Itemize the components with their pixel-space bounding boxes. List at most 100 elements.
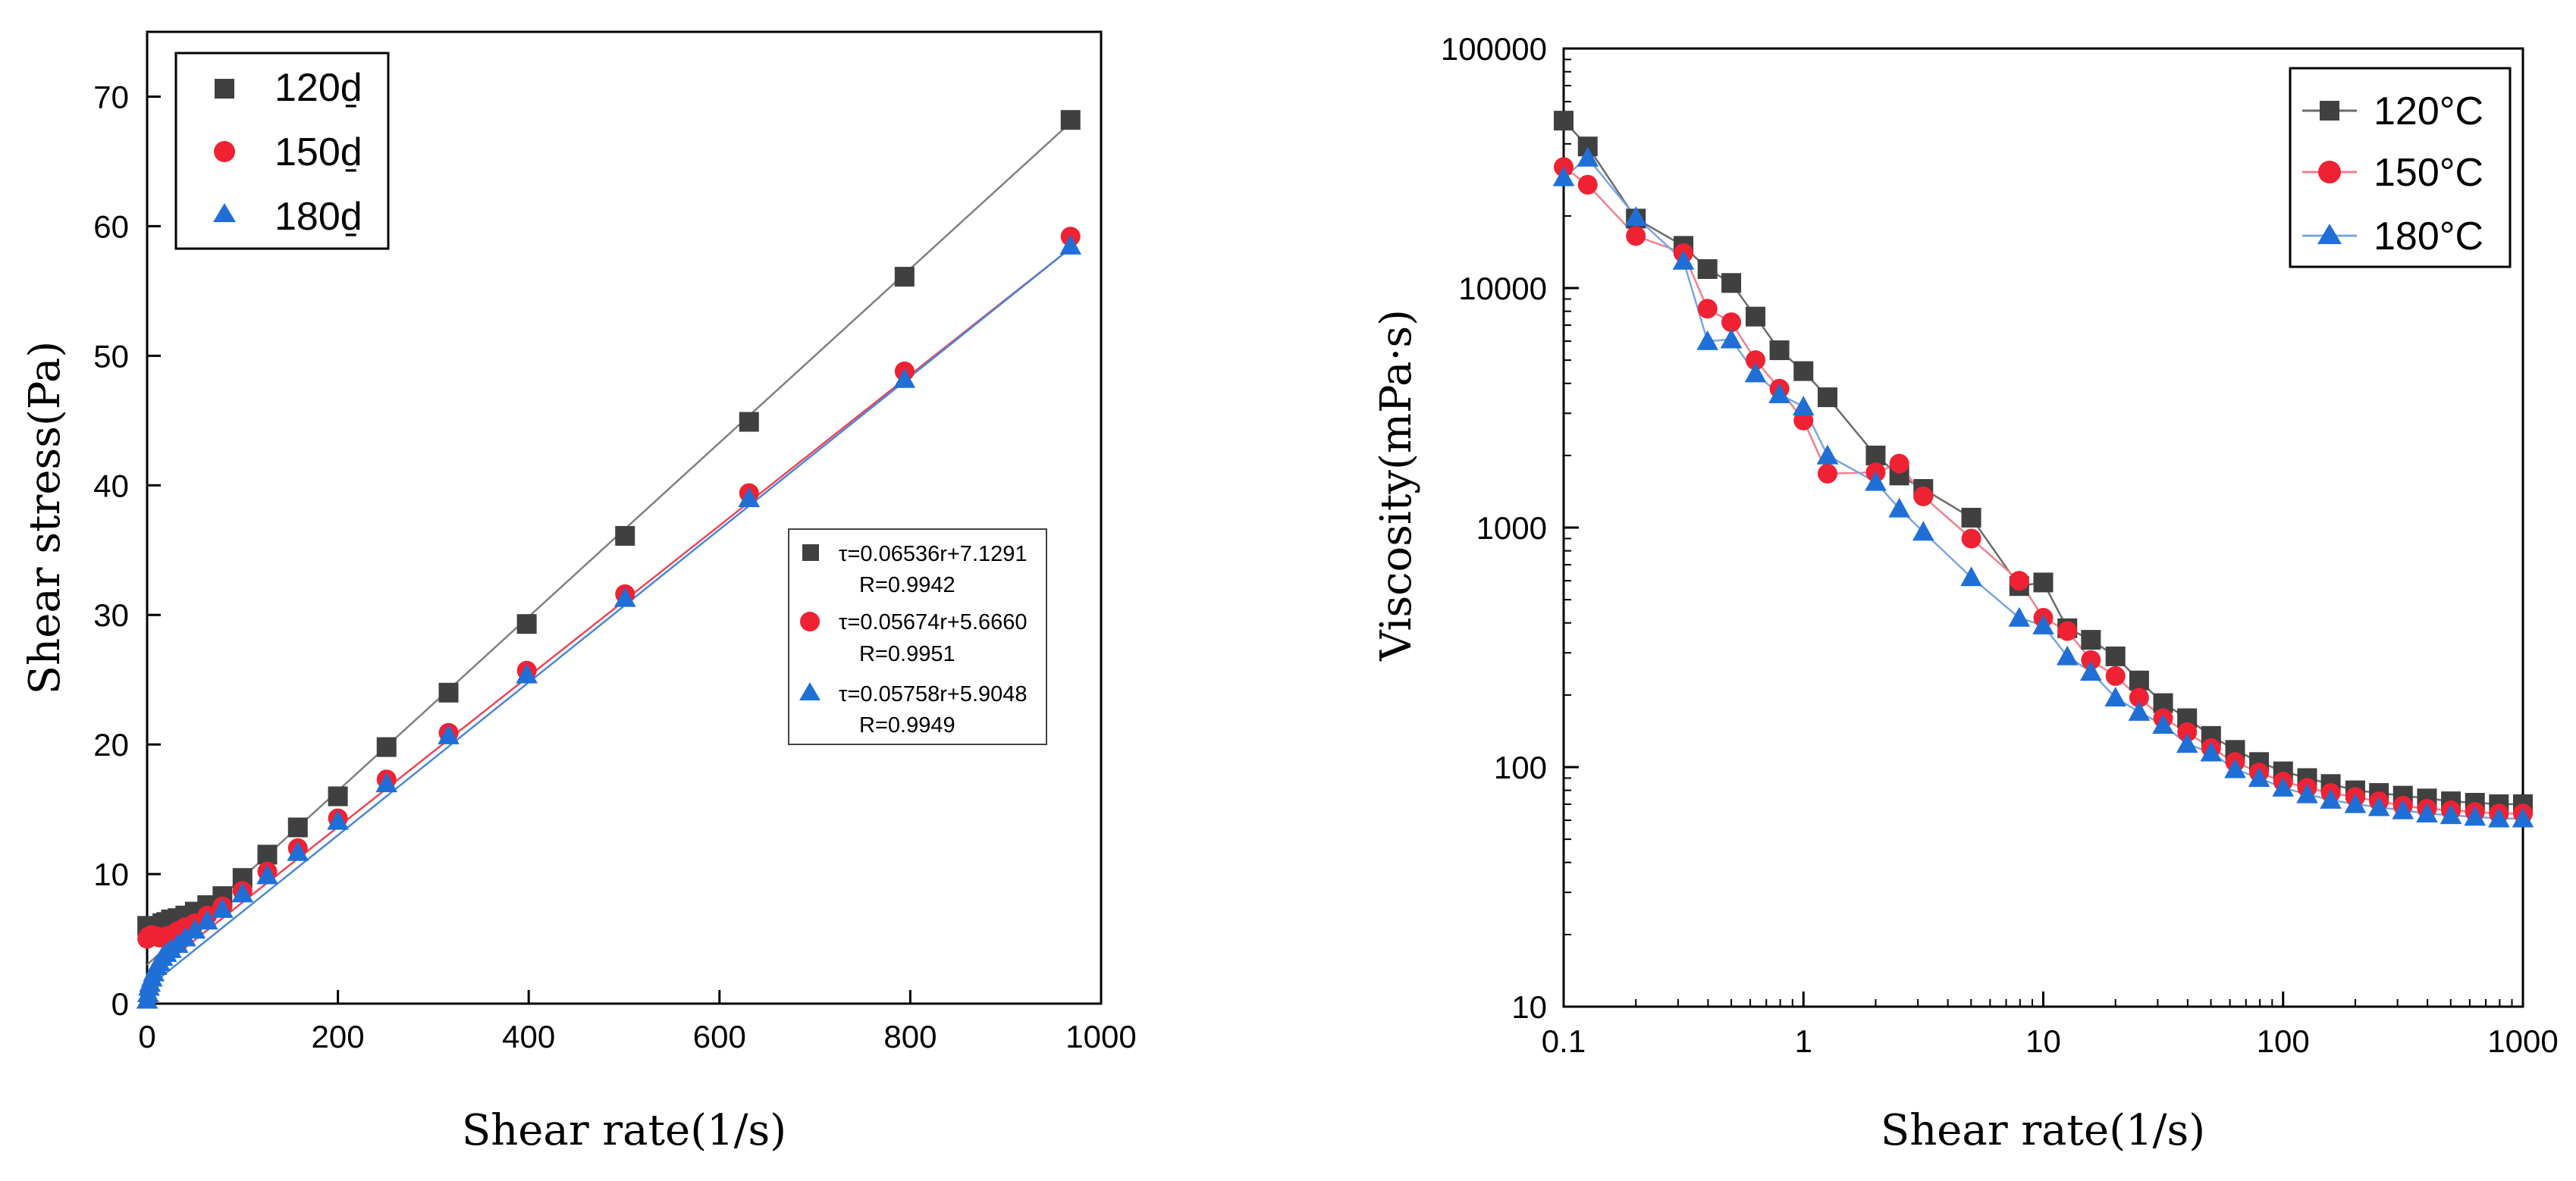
fit-eq-120: τ=0.06536r+7.1291 <box>839 542 1028 566</box>
left-point-0 <box>438 682 459 703</box>
left-point-0 <box>894 267 915 287</box>
right-point-2 <box>2176 733 2198 753</box>
right-point-0 <box>1554 111 1574 131</box>
legend-marker-120C <box>2320 101 2339 121</box>
right-point-1 <box>1793 410 1814 431</box>
left-axis-ticks: 0 200 400 600 800 1000 0 10 20 30 40 50 60 70 <box>93 79 1136 1054</box>
left-point-2 <box>256 864 278 885</box>
fit-marker-120 <box>802 544 819 561</box>
left-point-0 <box>287 817 308 838</box>
left-y-tick-label: 10 <box>93 857 129 892</box>
right-point-2 <box>2104 687 2127 707</box>
right-y-tick-label: 100 <box>1494 750 1547 785</box>
right-point-1 <box>2081 650 2101 670</box>
legend-marker-150C <box>2318 161 2341 183</box>
left-y-tick-label: 0 <box>111 986 129 1022</box>
right-point-1 <box>2129 688 2149 708</box>
left-x-tick-label: 200 <box>312 1019 365 1054</box>
right-point-1 <box>1746 350 1766 371</box>
legend-marker-180C <box>2317 224 2342 244</box>
left-y-tick-label: 50 <box>93 338 129 374</box>
right-point-1 <box>2105 666 2126 686</box>
left-point-2 <box>196 910 218 930</box>
right-x-tick-label: 1 <box>1795 1023 1812 1059</box>
right-point-1 <box>2057 621 2078 641</box>
left-point-2 <box>212 897 234 918</box>
legend-label-120: 120ḏ <box>275 66 362 110</box>
right-point-2 <box>1552 166 1575 186</box>
fit-r-120: R=0.9942 <box>859 573 955 597</box>
left-x-tick-label: 600 <box>693 1019 746 1054</box>
fit-eq-150: τ=0.05674r+5.6660 <box>839 610 1028 634</box>
left-point-2 <box>184 919 206 939</box>
left-point-0 <box>376 737 397 757</box>
right-point-1 <box>1577 174 1598 195</box>
left-point-0 <box>328 786 348 807</box>
legend-marker-150 <box>214 141 235 162</box>
legend-marker-180 <box>213 203 236 222</box>
right-point-2 <box>2440 804 2462 825</box>
left-y-tick-label: 20 <box>93 727 129 763</box>
left-point-2 <box>1059 234 1082 255</box>
left-point-0 <box>516 614 537 634</box>
fit-eq-180: τ=0.05758r+5.9048 <box>839 682 1028 706</box>
right-point-1 <box>1697 299 1718 319</box>
right-x-tick-label: 1000 <box>2487 1023 2558 1059</box>
right-point-2 <box>1696 330 1719 350</box>
right-point-2 <box>1672 249 1695 270</box>
right-x-tick-label: 0.1 <box>1542 1023 1586 1059</box>
right-point-2 <box>2512 807 2534 828</box>
left-chart: 0 200 400 600 800 1000 0 10 20 30 40 50 60 70 Shear r… <box>20 30 1137 1155</box>
legend-marker-120 <box>215 79 234 99</box>
right-point-2 <box>2272 776 2295 797</box>
right-point-2 <box>2488 807 2510 828</box>
left-point-0 <box>1060 110 1081 130</box>
right-point-2 <box>2128 700 2151 721</box>
left-point-0 <box>257 844 278 865</box>
legend-label-150: 150ḏ <box>275 130 362 174</box>
right-point-2 <box>2224 758 2246 778</box>
right-axis-ticks: 0.1 1 10 100 1000 10 100 1000 10000 100000 <box>1441 31 2559 1059</box>
right-point-0 <box>1961 507 1981 528</box>
right-point-2 <box>1816 444 1839 465</box>
right-chart: 0.1 1 10 100 1000 10 100 1000 10000 100000 Shear … <box>1372 31 2559 1155</box>
right-point-1 <box>1889 453 1909 474</box>
fit-r-150: R=0.9951 <box>859 642 955 666</box>
right-point-0 <box>2033 572 2054 593</box>
left-x-tick-label: 0 <box>138 1019 155 1054</box>
right-y-tick-label: 1000 <box>1476 510 1547 546</box>
left-x-tick-label: 1000 <box>1065 1019 1136 1054</box>
right-point-2 <box>1720 328 1743 349</box>
left-y-tick-label: 70 <box>93 79 129 114</box>
left-fit-annotation-box: τ=0.06536r+7.1291 R=0.9942 τ=0.05674r+5.… <box>788 528 1047 745</box>
right-point-2 <box>2344 793 2367 813</box>
right-point-2 <box>1577 146 1599 167</box>
fit-r-180: R=0.9949 <box>859 713 955 738</box>
right-y-tick-label: 100000 <box>1441 31 1547 67</box>
left-data-points <box>136 110 1082 1009</box>
fit-marker-180 <box>799 682 820 700</box>
right-point-0 <box>1746 306 1766 327</box>
left-fit-line-2 <box>146 247 1072 989</box>
right-point-1 <box>1817 463 1837 484</box>
right-point-2 <box>2248 767 2270 788</box>
right-x-tick-label: 100 <box>2257 1023 2310 1059</box>
left-x-tick-label: 400 <box>502 1019 555 1054</box>
right-point-2 <box>1768 383 1790 403</box>
left-x-axis-label: Shear rate(1/s) <box>462 1106 786 1155</box>
left-legend: 120ḏ 150ḏ 180ḏ <box>174 52 390 250</box>
left-point-2 <box>516 663 538 684</box>
left-point-0 <box>739 412 759 432</box>
left-y-axis-label: Shear stress(Pa) <box>20 341 70 694</box>
right-point-0 <box>1817 387 1837 408</box>
right-point-1 <box>2009 571 2029 591</box>
left-y-tick-label: 30 <box>93 597 129 633</box>
left-y-tick-label: 60 <box>93 208 129 244</box>
right-point-0 <box>1865 445 1886 465</box>
left-point-2 <box>375 772 398 793</box>
right-point-0 <box>1697 258 1718 279</box>
left-x-tick-label: 800 <box>883 1019 937 1054</box>
right-point-2 <box>1792 396 1815 416</box>
right-point-0 <box>1769 340 1790 361</box>
